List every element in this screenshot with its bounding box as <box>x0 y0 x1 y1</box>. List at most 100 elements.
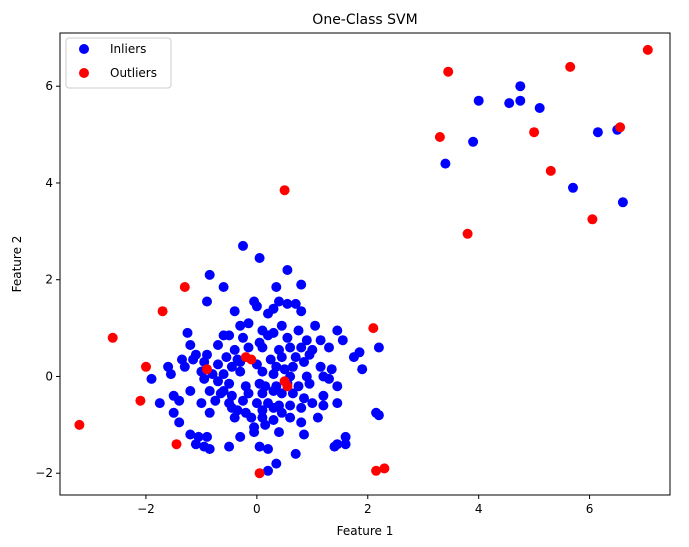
point-inliers <box>318 390 329 401</box>
point-inliers <box>185 386 196 396</box>
point-inliers <box>260 381 271 392</box>
point-inliers <box>213 340 223 350</box>
point-inliers <box>185 429 196 440</box>
point-inliers <box>146 373 157 384</box>
point-inliers <box>263 444 273 454</box>
legend-marker-inliers <box>79 44 89 54</box>
point-inliers <box>337 335 348 346</box>
point-inliers <box>204 407 215 418</box>
legend-label-outliers: Outliers <box>110 66 157 80</box>
point-inliers <box>224 378 235 389</box>
point-inliers <box>285 400 296 411</box>
point-inliers <box>202 431 212 442</box>
point-inliers <box>154 398 165 409</box>
point-inliers <box>268 402 279 413</box>
point-inliers <box>238 240 248 251</box>
point-inliers <box>202 296 212 307</box>
point-inliers <box>332 398 343 409</box>
point-inliers <box>318 400 329 411</box>
legend-label-inliers: Inliers <box>110 42 146 56</box>
point-inliers <box>174 417 185 428</box>
point-inliers <box>271 282 282 292</box>
legend-frame <box>65 37 172 89</box>
point-inliers <box>224 330 235 341</box>
point-inliers <box>296 402 307 413</box>
point-inliers <box>199 373 210 384</box>
point-outliers <box>545 165 556 176</box>
point-inliers <box>592 127 603 138</box>
point-inliers <box>617 197 628 208</box>
point-inliers <box>568 182 578 193</box>
point-inliers <box>210 395 221 406</box>
point-inliers <box>357 364 368 375</box>
point-inliers <box>332 325 343 336</box>
y-tick-label: 4 <box>45 176 53 190</box>
point-inliers <box>293 381 304 392</box>
point-inliers <box>254 441 265 452</box>
point-inliers <box>304 349 315 360</box>
point-inliers <box>515 81 526 92</box>
point-outliers <box>529 127 540 138</box>
point-inliers <box>243 388 254 399</box>
point-outliers <box>202 364 212 375</box>
point-inliers <box>165 369 176 380</box>
point-inliers <box>329 441 340 452</box>
point-inliers <box>251 398 262 409</box>
y-tick-label: 0 <box>45 369 53 383</box>
point-inliers <box>218 386 229 396</box>
point-inliers <box>235 320 246 331</box>
point-outliers <box>135 395 146 406</box>
point-inliers <box>296 306 307 317</box>
point-inliers <box>299 393 309 404</box>
point-inliers <box>190 439 201 450</box>
y-axis-ticks: −2 0 2 4 6 <box>35 79 60 480</box>
point-outliers <box>368 323 379 334</box>
point-inliers <box>257 405 268 416</box>
point-inliers <box>196 398 207 409</box>
point-inliers <box>268 415 279 425</box>
points-layer <box>74 44 653 479</box>
point-inliers <box>204 269 215 280</box>
chart-title: One-Class SVM <box>312 12 417 28</box>
point-inliers <box>229 306 240 317</box>
point-inliers <box>293 325 304 336</box>
point-inliers <box>249 427 260 438</box>
x-tick-label: −2 <box>137 502 155 516</box>
point-inliers <box>299 429 309 440</box>
point-inliers <box>218 282 229 292</box>
point-outliers <box>462 228 473 239</box>
x-tick-label: 6 <box>586 502 594 516</box>
point-inliers <box>324 373 334 384</box>
point-inliers <box>279 364 290 375</box>
point-outliers <box>246 354 257 365</box>
point-inliers <box>243 318 254 329</box>
plot-area <box>59 32 671 496</box>
point-outliers <box>254 468 265 479</box>
point-outliers <box>157 306 168 317</box>
point-inliers <box>274 427 284 438</box>
point-inliers <box>287 388 298 399</box>
point-inliers <box>246 412 257 423</box>
point-inliers <box>263 330 273 341</box>
point-inliers <box>276 320 287 331</box>
x-axis-label: Feature 1 <box>337 524 394 538</box>
x-tick-label: 0 <box>253 502 261 516</box>
point-inliers <box>354 347 365 358</box>
point-inliers <box>276 388 287 399</box>
point-inliers <box>296 342 307 353</box>
point-inliers <box>204 444 215 454</box>
point-inliers <box>296 279 307 290</box>
point-outliers <box>141 361 151 372</box>
point-inliers <box>468 136 479 147</box>
point-inliers <box>257 366 268 377</box>
point-outliers <box>565 61 576 72</box>
point-inliers <box>243 342 254 353</box>
point-inliers <box>213 359 223 370</box>
point-inliers <box>268 369 279 380</box>
point-inliers <box>263 465 273 476</box>
point-inliers <box>440 158 451 169</box>
point-inliers <box>315 335 326 346</box>
point-outliers <box>282 381 293 392</box>
point-inliers <box>285 412 296 423</box>
